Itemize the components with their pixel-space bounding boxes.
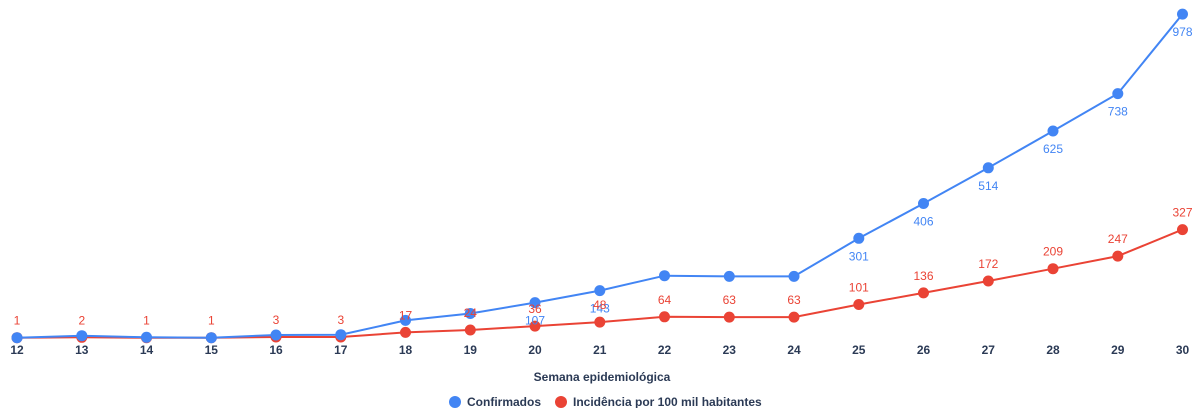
data-point-0-14 [141, 331, 152, 343]
data-label-0-28: 625 [1043, 142, 1063, 156]
data-point-1-22 [659, 311, 670, 323]
data-point-1-24 [788, 311, 800, 323]
x-tick-26: 26 [917, 343, 931, 357]
legend-label-confirmados: Confirmados [467, 395, 541, 408]
x-tick-16: 16 [269, 343, 283, 357]
data-label-1-15: 1 [208, 314, 215, 328]
series-layer [11, 8, 1188, 344]
data-point-0-23 [723, 270, 735, 282]
data-label-0-21: 143 [590, 302, 610, 316]
data-label-0-26: 406 [913, 215, 933, 229]
data-label-1-12: 1 [14, 314, 21, 328]
x-axis-title: Semana epidemiológica [534, 370, 671, 384]
data-label-1-20: 36 [528, 302, 542, 316]
data-label-1-24: 63 [787, 293, 801, 307]
x-axis-ticks: 12 13 14 15 16 17 18 19 20 21 22 23 24 25 26 27 28 29 30 [10, 343, 1189, 357]
x-tick-14: 14 [140, 343, 154, 357]
data-point-1-20 [529, 320, 541, 332]
data-point-0-18 [400, 314, 411, 326]
data-point-1-26 [918, 287, 929, 299]
data-label-1-17: 3 [337, 313, 344, 327]
x-tick-30: 30 [1176, 343, 1190, 357]
x-tick-12: 12 [10, 343, 24, 357]
data-point-0-17 [335, 329, 347, 341]
x-tick-28: 28 [1046, 343, 1060, 357]
data-label-1-14: 1 [143, 314, 150, 328]
data-label-1-22: 64 [658, 293, 672, 307]
data-label-1-26: 136 [913, 269, 933, 283]
data-point-0-15 [205, 332, 217, 344]
data-point-0-29 [1112, 88, 1124, 100]
legend-marker-confirmados [449, 396, 461, 408]
x-tick-29: 29 [1111, 343, 1125, 357]
data-label-1-25: 101 [849, 281, 869, 295]
data-point-0-27 [982, 162, 994, 174]
x-tick-17: 17 [334, 343, 348, 357]
data-label-0-30: 978 [1172, 25, 1192, 39]
data-label-1-23: 63 [723, 293, 737, 307]
x-tick-20: 20 [528, 343, 542, 357]
data-point-1-23 [723, 311, 735, 323]
data-point-0-21 [594, 285, 606, 297]
data-point-1-30 [1177, 224, 1188, 236]
x-tick-15: 15 [205, 343, 219, 357]
x-tick-24: 24 [787, 343, 801, 357]
x-tick-23: 23 [723, 343, 737, 357]
legend-marker-incidencia [555, 396, 567, 408]
data-label-0-20: 107 [525, 314, 545, 328]
data-point-0-28 [1047, 125, 1059, 137]
legend-label-incidencia: Incidência por 100 mil habitantes [573, 395, 762, 408]
x-tick-22: 22 [658, 343, 672, 357]
data-labels: 107 143 301 406 514 625 738 978 1 2 1 1 3 3 17 24 36 48 64… [14, 25, 1193, 328]
data-point-0-25 [853, 232, 865, 244]
data-point-0-19 [464, 308, 476, 319]
data-label-1-19: 24 [464, 306, 478, 320]
data-point-0-16 [270, 329, 282, 341]
data-point-0-26 [918, 198, 929, 209]
data-label-1-30: 327 [1172, 206, 1192, 220]
data-label-1-16: 3 [273, 313, 280, 327]
data-point-1-19 [464, 324, 476, 336]
data-point-1-28 [1047, 263, 1059, 275]
x-tick-21: 21 [593, 343, 607, 357]
x-tick-19: 19 [464, 343, 478, 357]
data-label-1-21: 48 [593, 298, 607, 312]
x-tick-27: 27 [982, 343, 996, 357]
data-label-0-27: 514 [978, 179, 998, 193]
data-label-0-29: 738 [1108, 105, 1128, 119]
data-label-1-18: 17 [399, 308, 413, 322]
data-point-0-22 [659, 270, 670, 282]
data-label-0-25: 301 [849, 249, 869, 263]
data-label-1-29: 247 [1108, 232, 1128, 246]
data-point-1-18 [400, 326, 411, 338]
data-point-0-30 [1177, 8, 1188, 20]
data-label-1-28: 209 [1043, 245, 1063, 259]
data-label-1-27: 172 [978, 257, 998, 271]
data-point-0-13 [76, 330, 88, 342]
data-point-1-29 [1112, 250, 1124, 262]
data-label-1-13: 2 [78, 313, 85, 327]
data-point-0-12 [11, 332, 23, 344]
data-point-0-20 [529, 297, 541, 309]
data-point-0-24 [788, 270, 800, 282]
x-tick-13: 13 [75, 343, 89, 357]
data-point-1-25 [853, 299, 865, 310]
data-point-1-21 [594, 316, 606, 328]
x-tick-25: 25 [852, 343, 866, 357]
data-point-1-27 [982, 275, 994, 287]
x-tick-18: 18 [399, 343, 413, 357]
legend: Confirmados Incidência por 100 mil habit… [449, 395, 762, 408]
